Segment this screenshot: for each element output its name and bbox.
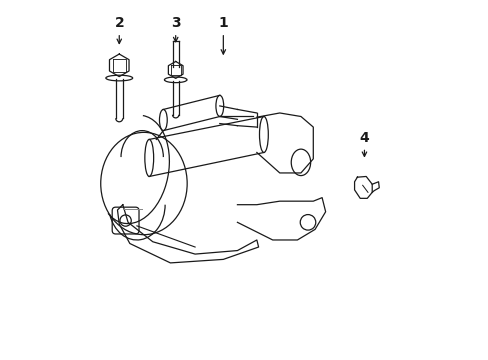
Text: 2: 2 [114,16,124,44]
Text: 1: 1 [218,16,228,54]
Text: 3: 3 [170,16,180,42]
Text: 4: 4 [359,131,368,156]
